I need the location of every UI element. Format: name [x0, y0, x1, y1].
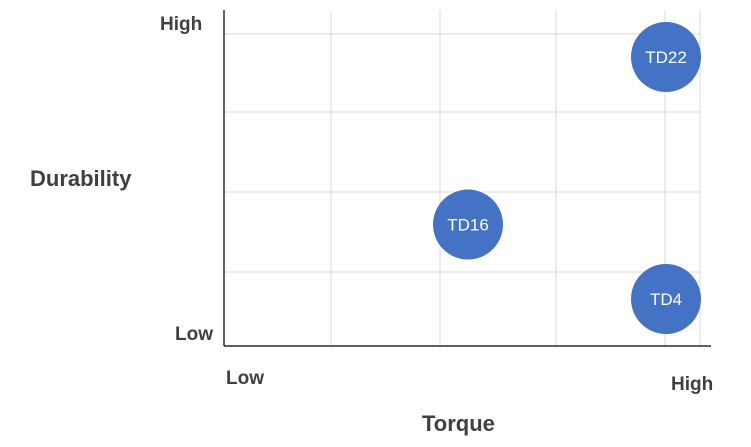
y-axis-title: Durability	[30, 166, 132, 191]
bubble-td4	[631, 264, 701, 334]
y-tick-low: Low	[175, 324, 213, 345]
bubble-label-td22: TD22	[645, 48, 687, 67]
bubble-td16	[433, 189, 503, 260]
bubble-td22	[631, 22, 701, 92]
y-tick-high: High	[160, 14, 203, 35]
x-axis-title: Torque	[422, 411, 495, 436]
bubble-label-td16: TD16	[447, 216, 489, 235]
x-tick-low: Low	[226, 368, 264, 389]
bubble-label-td4: TD4	[650, 290, 682, 309]
x-tick-high: High	[671, 374, 714, 395]
